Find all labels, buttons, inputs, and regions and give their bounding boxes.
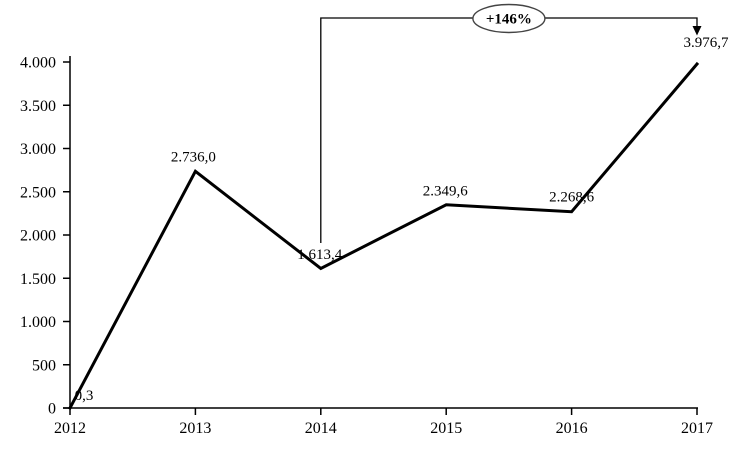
- data-point-label: 0,3: [75, 388, 94, 404]
- y-tick-label: 3.000: [20, 141, 56, 158]
- data-point-label: 2.736,0: [171, 149, 216, 165]
- data-point-label: 2.268,6: [549, 189, 595, 205]
- y-tick-label: 1.500: [20, 271, 56, 288]
- y-tick-label: 1.000: [20, 314, 56, 331]
- data-line: [67, 61, 700, 411]
- annotation-ellipse: [472, 3, 546, 34]
- x-tick-label: 2013: [179, 420, 211, 437]
- y-tick-label: 0: [48, 401, 56, 418]
- y-tick-label: 2.500: [20, 184, 56, 201]
- data-point-label: 3.976,7: [684, 35, 730, 51]
- y-tick-label: 500: [32, 357, 56, 374]
- data-point-label: 2.349,6: [423, 183, 469, 199]
- y-tick-label: 2.000: [20, 228, 56, 245]
- y-tick-label: 3.500: [20, 98, 56, 115]
- x-tick-label: 2012: [54, 420, 86, 437]
- annotation-label: +146%: [486, 12, 532, 28]
- annotation-arrowhead: [692, 26, 702, 36]
- data-point-label: 1.613,4: [297, 247, 343, 263]
- x-tick-label: 2017: [681, 420, 713, 437]
- y-tick-label: 4.000: [20, 55, 56, 72]
- x-tick-label: 2015: [430, 420, 462, 437]
- x-tick-label: 2016: [556, 420, 588, 437]
- x-tick-label: 2014: [305, 420, 337, 437]
